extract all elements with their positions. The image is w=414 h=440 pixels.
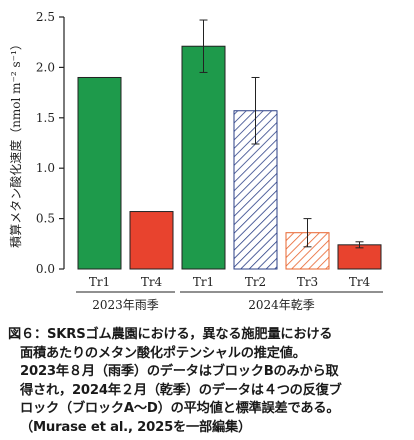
bar-tr1-1	[77, 76, 122, 270]
y-tick-label: 2.0	[36, 60, 55, 74]
y-tick-label: 0.5	[36, 212, 55, 226]
x-tick-label: Tr4	[349, 275, 371, 289]
y-axis: 0.0 0.5 1.0 1.5 2.0 2.5	[36, 10, 65, 276]
figure-caption: 図６：SKRSゴム農園における，異なる施肥量における面積あたりのメタン酸化ポテン…	[8, 326, 408, 437]
group-label: 2024年乾季	[248, 298, 315, 312]
y-axis-label: 積算メタン酸化速度（nmol m⁻² s⁻¹）	[8, 38, 23, 248]
x-tick-label: Tr1	[193, 275, 214, 289]
methane-oxidation-chart: 0.0 0.5 1.0 1.5 2.0 2.5 Tr1 Tr4 Tr1 Tr2 Tr3 Tr4 202…	[8, 10, 383, 312]
x-tick-label: Tr1	[89, 275, 110, 289]
x-axis: Tr1 Tr4 Tr1 Tr2 Tr3 Tr4 2023年雨季 2024年乾季	[76, 275, 383, 312]
error-bars	[199, 19, 364, 249]
bar-tr4-2	[129, 211, 174, 270]
x-tick-label: Tr2	[245, 275, 266, 289]
caption-line: 面積あたりのメタン酸化ポテンシャルの推定値。	[20, 345, 306, 361]
bars	[77, 45, 382, 270]
y-tick-label: 1.5	[36, 111, 55, 125]
x-tick-label: Tr3	[297, 275, 318, 289]
y-tick-label: 1.0	[36, 161, 55, 175]
x-tick-label: Tr4	[141, 275, 163, 289]
caption-line: 得され，2024年２月（乾季）のデータは４つの反復ブ	[20, 382, 342, 398]
caption-line: ロック（ブロックA～D）の平均値と標準誤差である。	[20, 401, 340, 416]
caption-line: 2023年８月（雨季）のデータはブロックBのみから取	[20, 364, 339, 379]
group-label: 2023年雨季	[92, 298, 159, 312]
bar-tr1-3	[181, 45, 226, 270]
caption-line: （Murase et al., 2025を一部編集）	[20, 419, 251, 435]
caption-line: 図６：SKRSゴム農園における，異なる施肥量における	[8, 327, 333, 342]
y-tick-label: 0.0	[36, 262, 55, 276]
y-tick-label: 2.5	[36, 10, 55, 24]
bar-tr4-6	[337, 244, 382, 270]
